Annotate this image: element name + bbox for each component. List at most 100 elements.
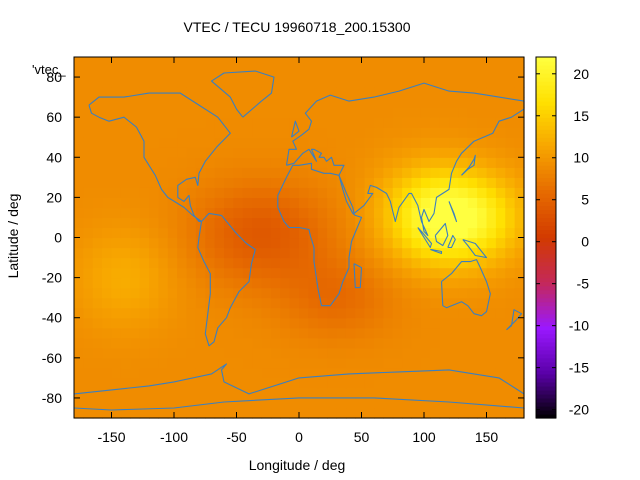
- heatmap-cell: [299, 377, 309, 389]
- heatmap-cell: [439, 57, 450, 68]
- heatmap-cell: [467, 177, 478, 188]
- heatmap-cell: [195, 57, 206, 68]
- heatmap-cell: [392, 377, 403, 389]
- heatmap-cell: [411, 87, 422, 98]
- heatmap-cell: [495, 397, 506, 409]
- heatmap-cell: [139, 197, 150, 209]
- heatmap-cell: [345, 127, 356, 138]
- heatmap-cell: [411, 247, 422, 259]
- heatmap-cell: [130, 87, 141, 98]
- heatmap-cell: [120, 237, 131, 249]
- heatmap-cell: [214, 397, 225, 409]
- heatmap-cell: [92, 337, 103, 349]
- heatmap-cell: [130, 267, 141, 279]
- heatmap-cell: [214, 327, 225, 339]
- heatmap-cell: [186, 147, 197, 158]
- heatmap-cell: [252, 147, 263, 158]
- heatmap-cell: [280, 327, 291, 339]
- colorbar-segment: [536, 105, 556, 110]
- colorbar-segment: [536, 129, 556, 134]
- heatmap-cell: [111, 297, 122, 309]
- heatmap-cell: [402, 177, 413, 188]
- heatmap-cell: [149, 187, 159, 198]
- heatmap-cell: [458, 57, 469, 68]
- heatmap-cell: [327, 257, 338, 269]
- heatmap-cell: [392, 217, 403, 229]
- heatmap-cell: [411, 337, 422, 349]
- heatmap-cell: [514, 97, 525, 108]
- heatmap-cell: [477, 107, 488, 118]
- heatmap-cell: [430, 287, 441, 299]
- heatmap-cell: [261, 127, 272, 138]
- heatmap-cell: [505, 117, 516, 128]
- heatmap-cell: [92, 217, 103, 229]
- coastline-path: [506, 309, 523, 331]
- heatmap-cell: [252, 177, 263, 188]
- heatmap-cell: [495, 77, 506, 88]
- heatmap-cell: [214, 357, 225, 369]
- colorbar-segment: [536, 305, 556, 311]
- heatmap-cell: [317, 187, 328, 198]
- y-tick-label: -20: [42, 270, 62, 286]
- heatmap-cell: [242, 237, 253, 249]
- heatmap-cell: [308, 187, 319, 198]
- heatmap-cell: [402, 57, 413, 68]
- heatmap-cell: [402, 247, 413, 259]
- heatmap-cell: [383, 137, 394, 148]
- heatmap-cell: [130, 167, 141, 178]
- heatmap-cell: [336, 107, 347, 118]
- heatmap-cell: [392, 197, 403, 209]
- heatmap-cell: [214, 337, 225, 349]
- heatmap-cell: [327, 287, 338, 299]
- heatmap-cell: [336, 257, 347, 269]
- heatmap-cell: [111, 317, 122, 329]
- heatmap-cell: [270, 347, 281, 359]
- heatmap-cell: [430, 307, 441, 319]
- heatmap-cell: [374, 177, 384, 188]
- heatmap-cell: [186, 97, 197, 108]
- heatmap-cell: [195, 407, 206, 419]
- y-tick-label: 60: [46, 109, 62, 125]
- heatmap-cell: [514, 57, 525, 68]
- heatmap-cell: [270, 277, 281, 289]
- heatmap-cell: [449, 177, 459, 188]
- colorbar-segment: [536, 297, 556, 303]
- heatmap-cell: [139, 247, 150, 259]
- heatmap-cell: [411, 307, 422, 319]
- y-tick-label: 0: [54, 230, 62, 246]
- heatmap-cell: [252, 77, 263, 88]
- heatmap-cell: [186, 247, 197, 259]
- heatmap-cell: [364, 187, 375, 198]
- heatmap-cell: [177, 57, 188, 68]
- heatmap-cell: [505, 367, 516, 379]
- heatmap-cell: [158, 147, 169, 158]
- heatmap-cell: [383, 177, 394, 188]
- heatmap-cell: [195, 187, 206, 198]
- heatmap-cell: [205, 307, 216, 319]
- heatmap-cell: [252, 367, 263, 379]
- heatmap-cell: [158, 127, 169, 138]
- heatmap-cell: [280, 267, 291, 279]
- heatmap-cell: [83, 217, 94, 229]
- heatmap-cell: [467, 227, 478, 239]
- heatmap-cell: [214, 67, 225, 78]
- heatmap-cell: [289, 147, 300, 158]
- heatmap-cell: [177, 247, 188, 259]
- heatmap-cell: [439, 317, 450, 329]
- heatmap-cell: [486, 337, 497, 349]
- heatmap-cell: [261, 337, 272, 349]
- heatmap-cell: [242, 337, 253, 349]
- heatmap-cell: [186, 367, 197, 379]
- heatmap-cell: [308, 287, 319, 299]
- heatmap-cell: [299, 217, 309, 229]
- heatmap-cell: [439, 177, 450, 188]
- heatmap-cell: [383, 377, 394, 389]
- heatmap-cell: [514, 287, 525, 299]
- heatmap-cell: [364, 377, 375, 389]
- heatmap-cell: [139, 367, 150, 379]
- heatmap-cell: [514, 257, 525, 269]
- heatmap-cell: [224, 177, 234, 188]
- heatmap-cell: [514, 157, 525, 168]
- heatmap-cell: [92, 57, 103, 68]
- heatmap-cell: [261, 107, 272, 118]
